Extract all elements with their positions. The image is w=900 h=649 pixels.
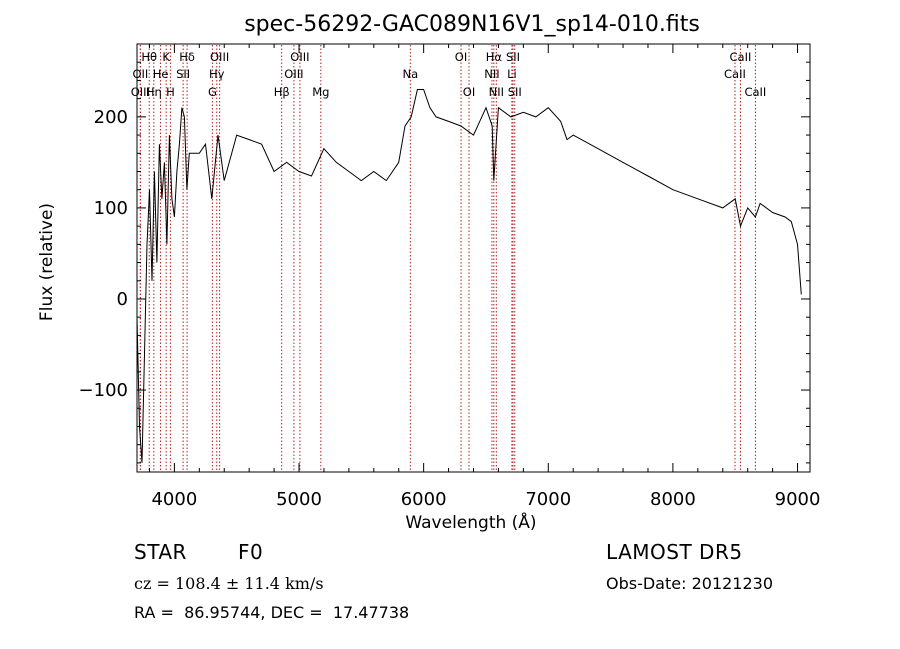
x-tick-label: 8000: [650, 489, 696, 510]
spectral-line-label: Li: [507, 67, 517, 81]
y-axis-label: Flux (relative): [37, 203, 57, 321]
spectral-line-label: G: [208, 85, 217, 99]
spectral-line-label: CaII: [730, 50, 752, 64]
spectral-line-label: NII: [484, 67, 499, 81]
x-tick-label: 9000: [775, 489, 821, 510]
x-tick-label: 4000: [151, 489, 197, 510]
spectral-line-label: H: [166, 85, 175, 99]
spectral-line-label: SII: [508, 85, 522, 99]
spectral-line-label: Hδ: [179, 50, 195, 64]
x-axis-label: Wavelength (Å): [405, 511, 536, 533]
spectral-line-label: Hα: [486, 50, 503, 64]
spectral-line-label: Na: [402, 67, 418, 81]
spectrum-series-line: [136, 89, 802, 463]
y-tick-label: −100: [79, 380, 128, 401]
plot-frame: [136, 43, 811, 473]
spectral-line-label: OII: [132, 67, 148, 81]
spectral-line-label: OIII: [284, 67, 303, 81]
spectral-line-label: K: [162, 50, 170, 64]
spectral-line-label: Hθ: [141, 50, 157, 64]
spectral-line-label: OIII: [290, 50, 309, 64]
spectral-line-markers: [139, 45, 756, 471]
x-tick-label: 5000: [276, 489, 322, 510]
x-axis-ticks: 4000 5000 6000 7000 8000 9000: [148, 44, 821, 510]
spectral-line-label: SII: [176, 67, 190, 81]
survey-name: LAMOST DR5: [606, 540, 743, 564]
y-tick-label: 0: [117, 289, 128, 310]
redshift-cz: cz = 108.4 ± 11.4 km/s: [134, 574, 324, 593]
x-tick-label: 7000: [525, 489, 571, 510]
spectral-line-label: SII: [506, 50, 520, 64]
spectral-line-label: OIII: [210, 50, 229, 64]
y-tick-label: 100: [94, 198, 128, 219]
chart-title: spec-56292-GAC089N16V1_sp14-010.fits: [244, 12, 700, 37]
y-tick-label: 200: [94, 107, 128, 128]
spectral-line-label: OIII: [131, 85, 150, 99]
spectral-line-label: NII: [489, 85, 504, 99]
coordinates: RA = 86.95744, DEC = 17.47738: [134, 603, 410, 622]
spectral-line-label: OI: [455, 50, 467, 64]
spectral-line-label: Hγ: [209, 67, 225, 81]
spectral-line-label: CaII: [724, 67, 746, 81]
spectral-line-label: Hβ: [274, 85, 290, 99]
spectral-line-label: OI: [463, 85, 475, 99]
spectral-line-label: CaII: [744, 85, 766, 99]
object-subclass: F0: [238, 540, 264, 564]
spectral-line-label: Hη: [146, 85, 162, 99]
object-class: STAR: [134, 540, 187, 564]
spectral-line-label: He: [153, 67, 169, 81]
y-axis-ticks: −100 0 100 200: [79, 43, 810, 464]
observation-date: Obs-Date: 20121230: [606, 574, 774, 593]
spectral-line-label: Mg: [312, 85, 329, 99]
x-tick-label: 6000: [401, 489, 447, 510]
